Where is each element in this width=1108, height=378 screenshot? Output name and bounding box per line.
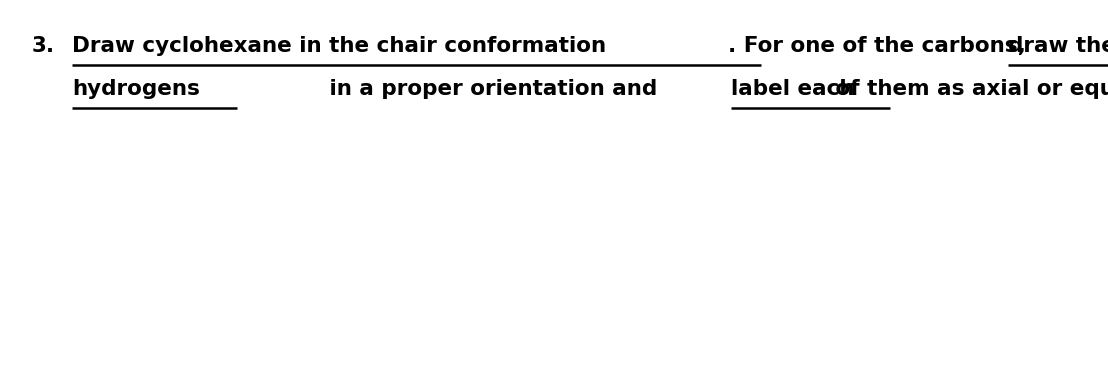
Text: in a proper orientation and: in a proper orientation and	[322, 79, 665, 99]
Text: Draw cyclohexane in the chair conformation: Draw cyclohexane in the chair conformati…	[72, 36, 606, 56]
Text: draw the two attached: draw the two attached	[1008, 36, 1108, 56]
Text: label each: label each	[731, 79, 854, 99]
Text: of them as axial or equatorial.: of them as axial or equatorial.	[829, 79, 1108, 99]
Text: . For one of the carbons,: . For one of the carbons,	[728, 36, 1034, 56]
Text: 3.: 3.	[32, 36, 55, 56]
Text: hydrogens: hydrogens	[72, 79, 199, 99]
